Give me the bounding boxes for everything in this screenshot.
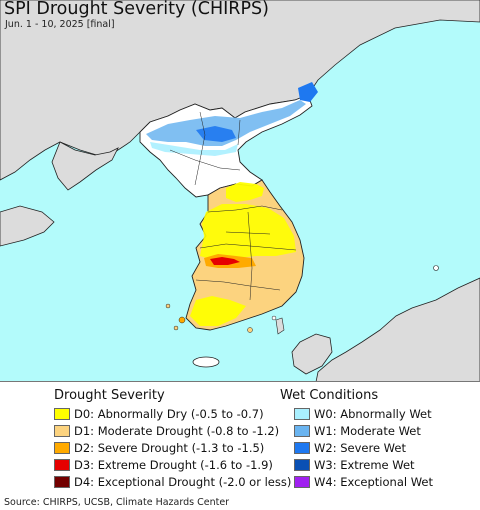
island [165, 303, 171, 309]
legend-label-w3: W3: Extreme Wet [314, 457, 415, 472]
legend-item-d4: D4: Exceptional Drought (-2.0 or less) [54, 474, 291, 489]
swatch-d0 [54, 407, 70, 420]
nk-province-line [169, 149, 241, 171]
swatch-w3 [294, 458, 310, 471]
wet-legend-heading: Wet Conditions [280, 388, 379, 403]
drought-legend-heading: Drought Severity [54, 388, 165, 403]
japan-kyushu [291, 333, 333, 375]
swatch-d4 [54, 475, 70, 488]
drought-d0-central [200, 204, 296, 260]
north-korea-wet-light [150, 142, 238, 156]
swatch-d3 [54, 458, 70, 471]
shandong-peninsula [0, 205, 55, 247]
legend-label-d4: D4: Exceptional Drought (-2.0 or less) [74, 474, 292, 489]
legend-item-d3: D3: Extreme Drought (-1.6 to -1.9) [54, 457, 273, 472]
map-canvas [0, 0, 480, 381]
legend-item-w3: W3: Extreme Wet [294, 457, 415, 472]
island [271, 315, 277, 321]
drought-d0-south [190, 296, 246, 326]
sk-province-line [199, 243, 297, 251]
island [173, 325, 179, 331]
source-credit: Source: CHIRPS, UCSB, Climate Hazards Ce… [4, 497, 230, 508]
sk-province-line [195, 279, 281, 291]
legend-item-w1: W1: Moderate Wet [294, 423, 421, 438]
legend-label-w2: W2: Severe Wet [314, 440, 406, 455]
ulleung-island [433, 265, 439, 271]
legend-item-d1: D1: Moderate Drought (-0.8 to -1.2) [54, 423, 279, 438]
legend-label-d0: D0: Abnormally Dry (-0.5 to -0.7) [74, 406, 264, 421]
island [178, 316, 186, 324]
north-korea-wet-band [146, 100, 306, 146]
japan-honshu [315, 277, 480, 381]
drought-d0-north [226, 182, 264, 202]
sk-province-line [247, 211, 253, 301]
legend-label-d1: D1: Moderate Drought (-0.8 to -1.2) [74, 423, 280, 438]
legend-item-d0: D0: Abnormally Dry (-0.5 to -0.7) [54, 406, 264, 421]
legend-label-w0: W0: Abnormally Wet [314, 406, 432, 421]
legend-item-d2: D2: Severe Drought (-1.3 to -1.5) [54, 440, 264, 455]
swatch-w1 [294, 424, 310, 437]
swatch-d2 [54, 441, 70, 454]
legend-label-w1: W1: Moderate Wet [314, 423, 421, 438]
liaodong-peninsula [51, 141, 119, 191]
legend-label-w4: W4: Exceptional Wet [314, 474, 433, 489]
sk-province-line [225, 231, 271, 235]
legend-item-w0: W0: Abnormally Wet [294, 406, 432, 421]
northeast-wet-spot [298, 82, 318, 102]
legend-label-d3: D3: Extreme Drought (-1.6 to -1.9) [74, 457, 273, 472]
tsushima-island [275, 317, 285, 335]
swatch-w2 [294, 441, 310, 454]
jeju-island [192, 356, 220, 368]
nk-province-line [237, 119, 241, 146]
nk-province-line [194, 111, 206, 186]
north-korea-wet-core [196, 126, 236, 142]
drought-d3-hotspot [210, 257, 240, 265]
legend-label-d2: D2: Severe Drought (-1.3 to -1.5) [74, 440, 265, 455]
page-title: SPI Drought Severity (CHIRPS) [4, 0, 269, 19]
legend-item-w4: W4: Exceptional Wet [294, 474, 433, 489]
swatch-w0 [294, 407, 310, 420]
page-subtitle: Jun. 1 - 10, 2025 [final] [5, 19, 115, 30]
island [247, 327, 253, 333]
drought-map: SPI Drought Severity (CHIRPS) Jun. 1 - 1… [0, 0, 480, 382]
sk-province-line [207, 205, 283, 213]
swatch-w4 [294, 475, 310, 488]
legend-item-w2: W2: Severe Wet [294, 440, 406, 455]
swatch-d1 [54, 424, 70, 437]
